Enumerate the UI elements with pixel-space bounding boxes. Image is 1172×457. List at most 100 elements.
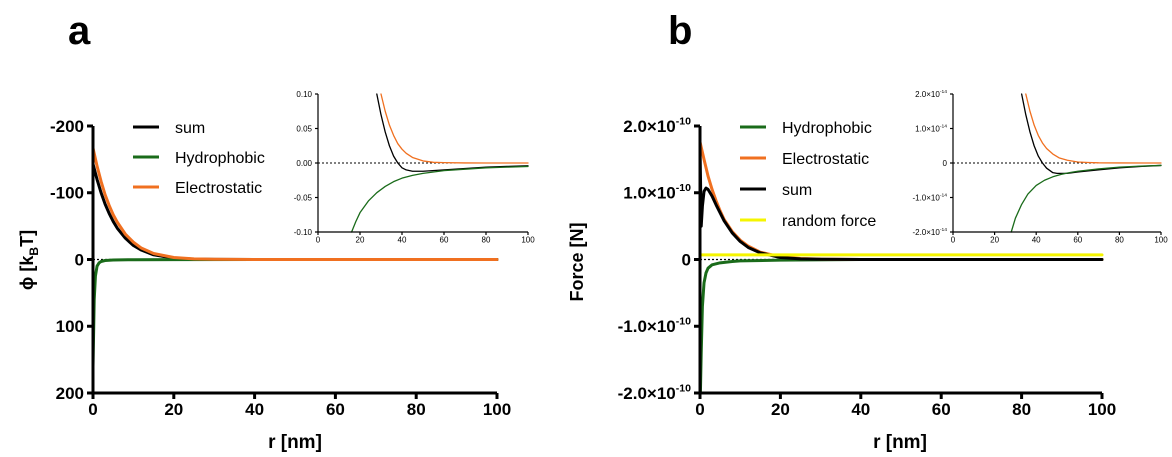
a-y-axis-label-main: ϕ [k — [17, 255, 37, 290]
panel-b-legend: Hydrophobic Electrostatic sum random force — [740, 120, 876, 230]
b-inset-y-tick-label-exponent: -14 — [940, 124, 947, 130]
b-main-x-tick-label: 0 — [695, 400, 704, 419]
b-inset-x-tick-label: 20 — [990, 236, 999, 245]
a-inset-x-tick-label: 40 — [398, 236, 407, 245]
a-main-x-tick-label: 40 — [245, 400, 264, 419]
b-main-y-tick-label: 0 — [682, 250, 691, 269]
b-inset-x-tick-label: 60 — [1073, 236, 1082, 245]
b-main-y-tick-label-exponent: -10 — [676, 182, 691, 194]
a-y-axis-label: ϕ [kBT] — [17, 230, 41, 290]
b-inset-series-group — [1010, 93, 1162, 233]
b-inset-series-line-2 — [1025, 93, 1162, 164]
a-main-y-tick-label: 0 — [75, 250, 84, 269]
a-main-x-tick-label: 0 — [88, 400, 97, 419]
panel-b-main-plot: 0 20 40 60 80 1002.0×10-101.0×10-100-1.0×10-1… — [567, 115, 1116, 453]
a-main-series-group — [93, 146, 499, 368]
a-x-axis-label: r [nm] — [268, 432, 322, 453]
b-legend-label: Hydrophobic — [782, 120, 872, 137]
b-main-y-tick-label-mantissa: -1.0×10 — [618, 317, 676, 336]
b-inset-y-tick-label-mantissa: -1.0×10 — [912, 193, 940, 202]
b-main-y-tick-label: -1.0×10-10 — [618, 316, 692, 337]
a-inset-x-tick-label: 0 — [316, 236, 321, 245]
b-inset-y-tick-label-exponent: -14 — [940, 193, 947, 199]
a-y-axis-label-sub: B — [27, 247, 41, 256]
a-main-y-tick-label: 100 — [56, 317, 84, 336]
panel-b-inset-plot: 0 20 40 60 80 1002.0×10-141.0×10-140-1.0×10-1… — [912, 89, 1168, 244]
a-main-series-line-0 — [93, 162, 499, 261]
b-main-x-tick-label: 40 — [851, 400, 870, 419]
b-inset-x-tick-label: 100 — [1154, 236, 1168, 245]
b-inset-series-line-0 — [1020, 93, 1162, 174]
b-inset-y-tick-label-exponent: -14 — [940, 89, 947, 95]
b-main-y-tick-label-exponent: -10 — [676, 316, 691, 328]
b-main-y-tick-label-mantissa: -2.0×10 — [618, 384, 676, 403]
a-inset-x-tick-label: 80 — [482, 236, 491, 245]
b-main-x-tick-label: 60 — [932, 400, 951, 419]
b-inset-x-tick-label: 0 — [951, 236, 956, 245]
b-main-series-line-0 — [700, 258, 1104, 395]
a-inset-series-line-0 — [376, 93, 529, 172]
b-legend-label: Electrostatic — [782, 151, 869, 168]
a-y-axis-label-tail: T] — [17, 230, 37, 247]
b-inset-y-tick-label-mantissa: 2.0×10 — [915, 90, 940, 99]
panel-a-inset-plot: 0 20 40 60 80 100 0.10 0.05 0.00 -0.05 -0.10 — [294, 90, 535, 245]
a-main-series-line-1 — [93, 258, 499, 368]
a-inset-series-line-2 — [380, 93, 529, 164]
a-inset-x-tick-label: 100 — [521, 236, 535, 245]
b-inset-y-tick-label-mantissa: 1.0×10 — [915, 124, 940, 133]
b-legend-label: sum — [782, 182, 812, 199]
panel-a-letter: a — [68, 9, 91, 53]
b-inset-y-tick-label: -2.0×10-14 — [912, 227, 947, 237]
a-inset-y-tick-label: 0.00 — [296, 159, 312, 168]
a-inset-x-tick-label: 20 — [356, 236, 365, 245]
a-inset-series-group — [350, 93, 529, 233]
a-main-series-line-2 — [93, 146, 499, 261]
b-main-series-group — [700, 140, 1104, 395]
b-inset-y-tick-label-mantissa: -2.0×10 — [912, 228, 940, 237]
b-inset-series-line-1 — [1010, 164, 1162, 233]
a-main-x-tick-label: 80 — [407, 400, 426, 419]
b-x-axis-label: r [nm] — [873, 432, 927, 453]
b-inset-y-tick-label-exponent: -14 — [940, 227, 947, 233]
b-main-y-tick-label-mantissa: 1.0×10 — [623, 184, 675, 203]
b-inset-x-tick-label: 40 — [1032, 236, 1041, 245]
b-inset-y-tick-label: 1.0×10-14 — [915, 124, 947, 134]
a-legend-label: Electrostatic — [175, 180, 262, 197]
b-main-y-tick-label: 1.0×10-10 — [623, 182, 691, 203]
a-inset-series-line-1 — [350, 165, 529, 233]
b-main-y-tick-label: 2.0×10-10 — [623, 115, 691, 136]
b-main-y-tick-label-exponent: -10 — [676, 382, 691, 394]
b-inset-y-tick-label: 2.0×10-14 — [915, 89, 947, 99]
a-legend-label: sum — [175, 120, 205, 137]
a-inset-y-tick-label: 0.10 — [296, 90, 312, 99]
b-main-x-tick-label: 20 — [771, 400, 790, 419]
a-inset-x-tick-label: 60 — [440, 236, 449, 245]
b-inset-x-tick-label: 80 — [1115, 236, 1124, 245]
a-legend-label: Hydrophobic — [175, 150, 265, 167]
a-main-y-tick-label: 200 — [56, 384, 84, 403]
b-inset-y-tick-label: 0 — [943, 159, 948, 168]
b-y-axis-label: Force [N] — [567, 222, 587, 301]
b-main-y-tick-label-mantissa: 2.0×10 — [623, 117, 675, 136]
b-inset-y-tick-label: -1.0×10-14 — [912, 193, 947, 203]
a-inset-y-tick-label: -0.05 — [294, 193, 313, 202]
b-main-y-tick-label-exponent: -10 — [676, 115, 691, 127]
a-inset-y-tick-label: -0.10 — [294, 228, 313, 237]
a-main-x-tick-label: 60 — [326, 400, 345, 419]
b-main-x-tick-label: 80 — [1012, 400, 1031, 419]
b-main-x-tick-label: 100 — [1088, 400, 1116, 419]
panel-a-legend: sum Hydrophobic Electrostatic — [133, 120, 265, 197]
a-inset-y-tick-label: 0.05 — [296, 124, 312, 133]
a-main-x-tick-label: 20 — [164, 400, 183, 419]
b-main-series-line-2 — [700, 144, 1104, 261]
b-main-series-line-1 — [700, 140, 1104, 261]
panel-b-letter: b — [668, 9, 692, 53]
a-main-x-tick-label: 100 — [483, 400, 511, 419]
b-legend-label: random force — [782, 213, 876, 230]
b-main-y-tick-label: -2.0×10-10 — [618, 382, 692, 403]
a-main-y-tick-label: -100 — [50, 184, 84, 203]
a-main-y-tick-label: -200 — [50, 117, 84, 136]
